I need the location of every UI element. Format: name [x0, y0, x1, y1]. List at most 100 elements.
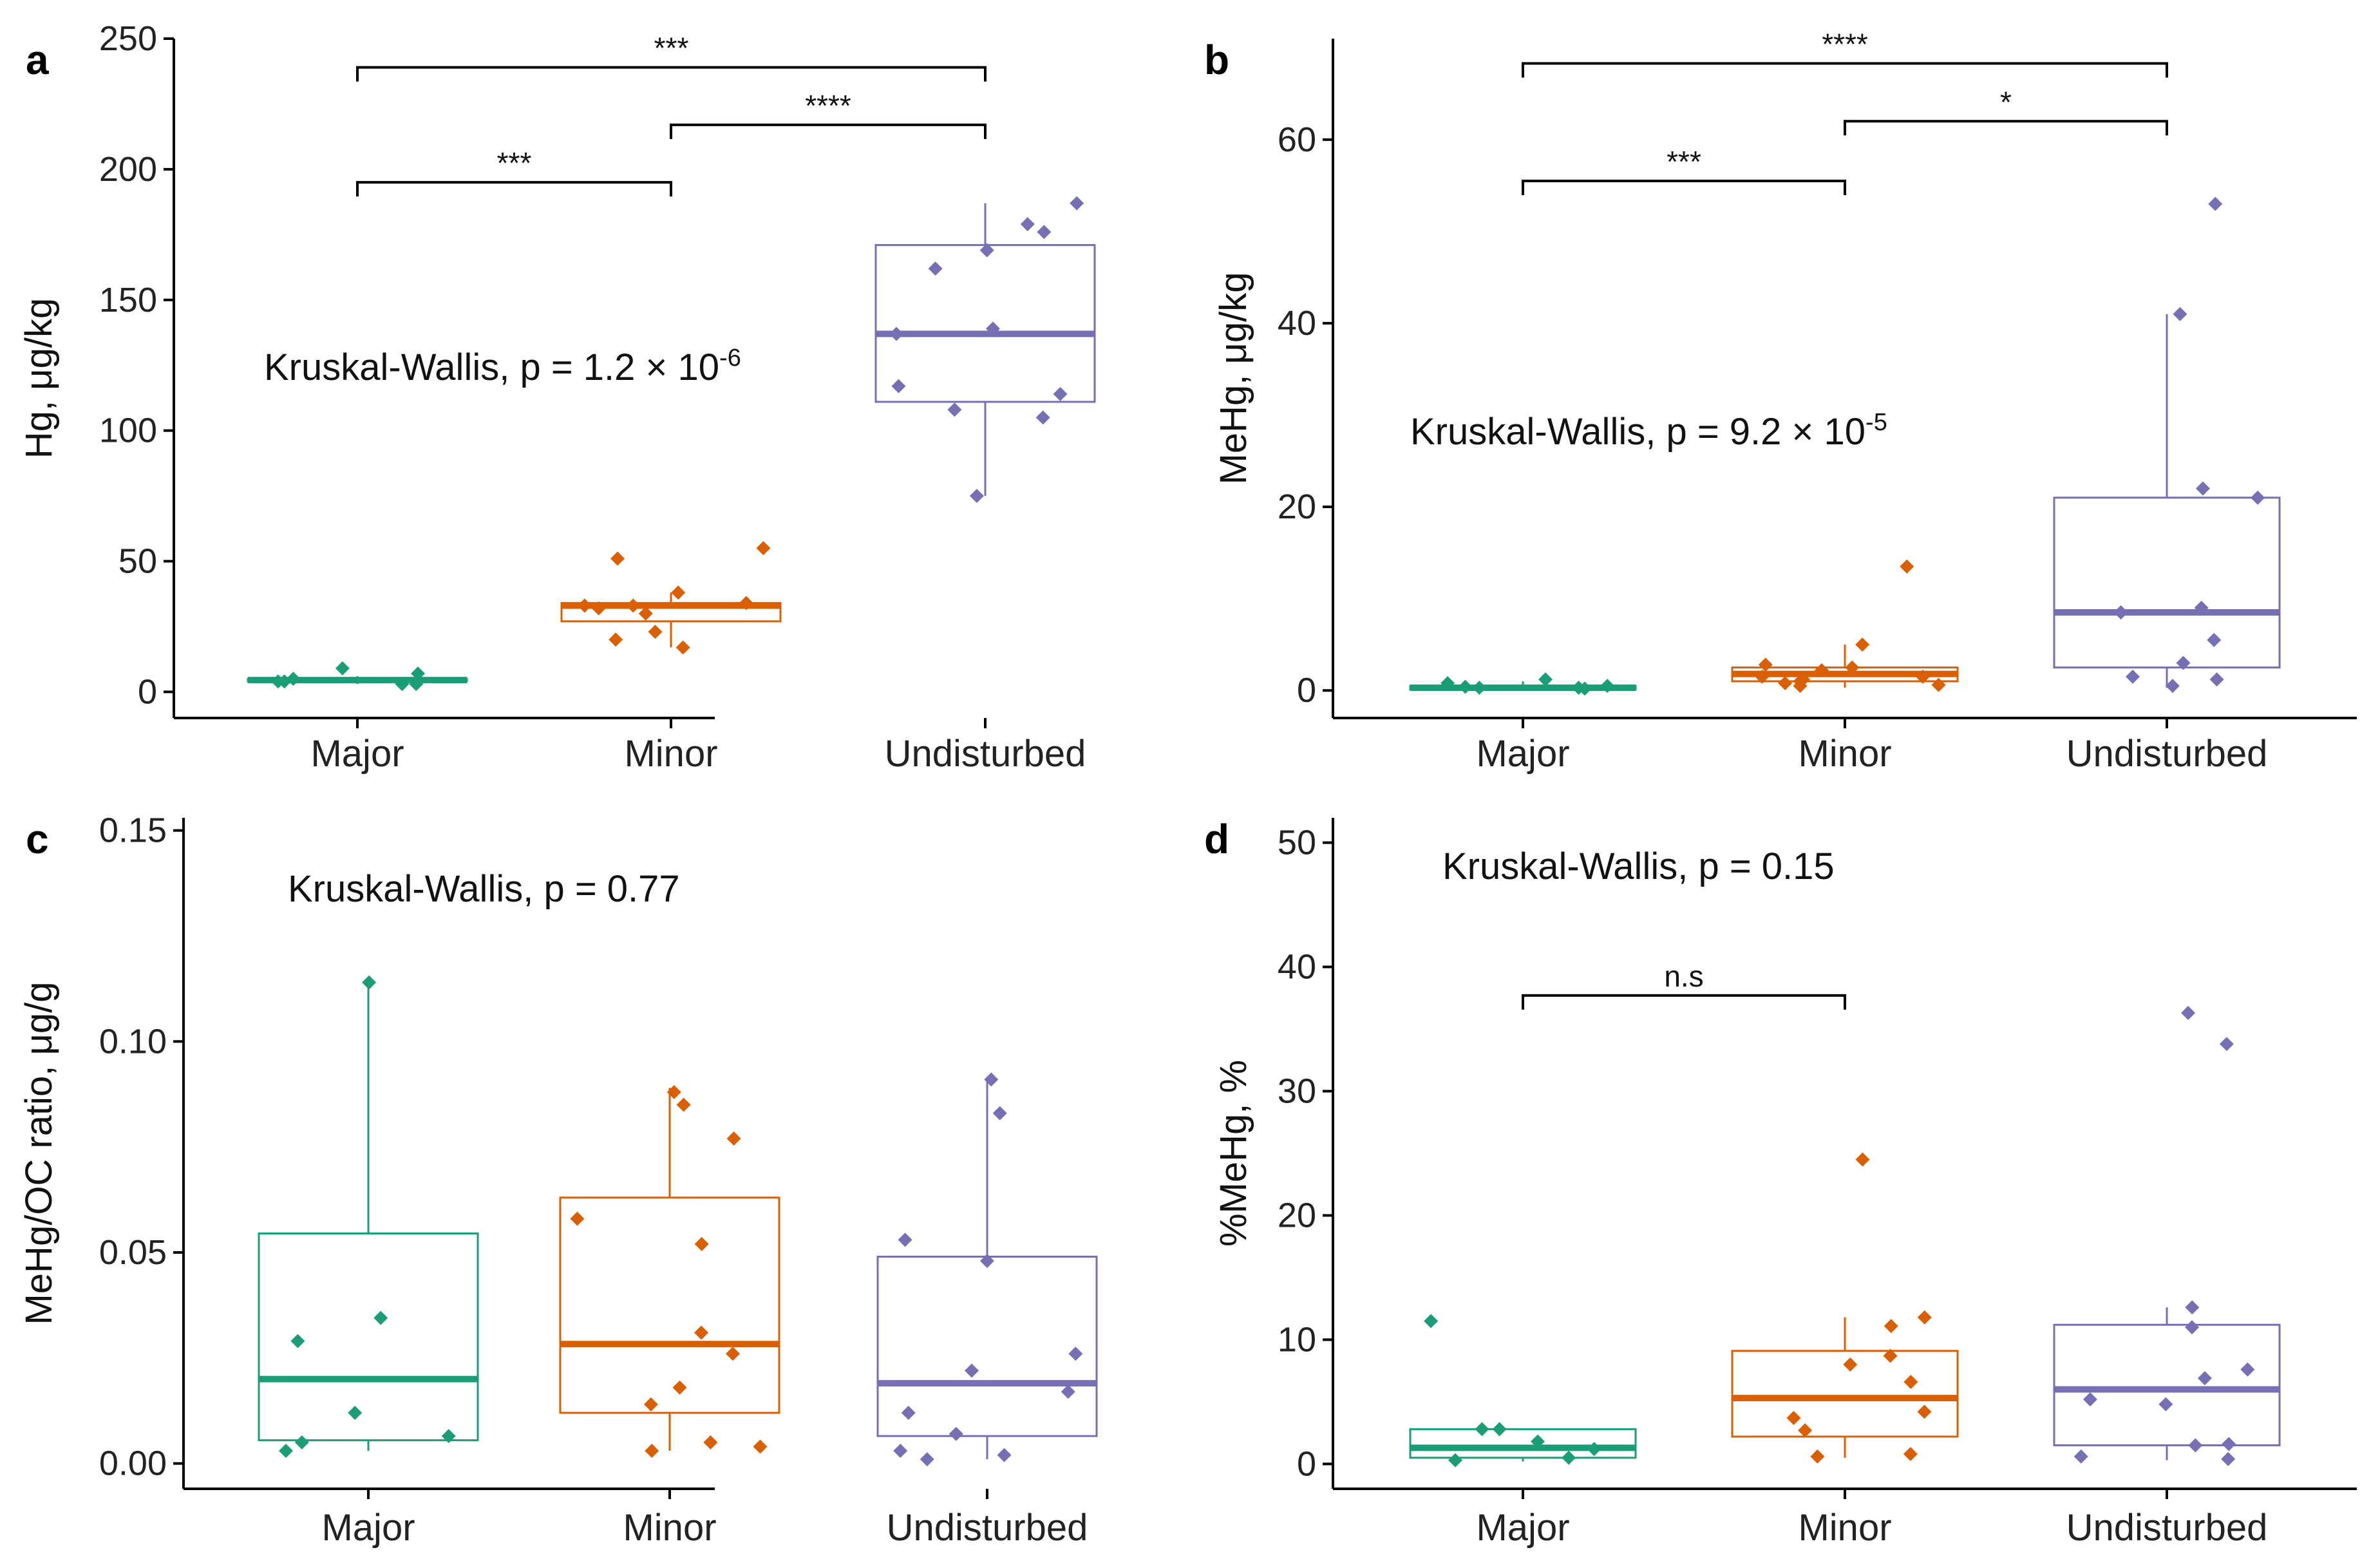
- data-point: [1538, 672, 1553, 687]
- data-point: [920, 1452, 934, 1467]
- data-point: [2082, 1392, 2097, 1407]
- box-minor: [1731, 1317, 1959, 1458]
- data-point: [2208, 196, 2223, 211]
- data-point: [1571, 680, 1586, 695]
- y-tick-label: 20: [1278, 1196, 1316, 1234]
- data-point: [675, 640, 690, 655]
- data-point: [1786, 1411, 1801, 1426]
- y-tick-label: 40: [1278, 304, 1316, 343]
- data-point: [2185, 1320, 2200, 1335]
- bracket-label: ***: [497, 146, 532, 180]
- data-point: [2194, 600, 2209, 615]
- data-point: [1798, 1423, 1813, 1438]
- data-point: [2176, 656, 2191, 670]
- data-point: [1843, 1357, 1858, 1372]
- box-iqr: [1409, 1428, 1637, 1459]
- data-point: [1035, 410, 1050, 425]
- y-tick-label: 40: [1278, 948, 1316, 987]
- data-point: [609, 632, 623, 647]
- data-point: [2158, 1397, 2173, 1412]
- kruskal-wallis-annotation: Kruskal-Wallis, p = 0.15: [1442, 845, 1835, 887]
- data-point: [348, 1406, 363, 1421]
- significance-bracket: ***: [356, 146, 672, 197]
- y-axis-title: Hg, μg/kg: [18, 298, 60, 458]
- data-point: [2165, 679, 2180, 694]
- data-point: [997, 1448, 1012, 1462]
- data-point: [1903, 1375, 1918, 1390]
- data-point: [294, 1435, 309, 1450]
- data-point: [1855, 1152, 1870, 1167]
- data-point: [362, 975, 377, 990]
- significance-bracket: ***: [1522, 145, 1846, 195]
- data-point: [1917, 1404, 1932, 1419]
- box-iqr: [874, 244, 1096, 403]
- data-point: [753, 1439, 768, 1454]
- data-point: [626, 598, 641, 613]
- y-tick-label: 0: [1297, 671, 1316, 710]
- data-point: [1070, 196, 1084, 211]
- significance-bracket: ***: [356, 32, 987, 82]
- data-point: [979, 1254, 994, 1269]
- panel-label: b: [1204, 37, 1229, 83]
- data-point: [1883, 1348, 1898, 1363]
- data-point: [2222, 1437, 2236, 1451]
- data-point: [2113, 605, 2128, 620]
- data-point: [1037, 225, 1052, 240]
- data-point: [1855, 637, 1870, 652]
- significance-bracket: *: [1844, 85, 2168, 136]
- data-point: [1778, 675, 1793, 690]
- data-point: [409, 677, 424, 692]
- x-tick-label-undisturbed: Undisturbed: [887, 1507, 1088, 1549]
- data-point: [1917, 1310, 1932, 1325]
- data-point: [373, 1310, 388, 1325]
- data-point: [577, 598, 592, 613]
- kruskal-wallis-annotation: Kruskal-Wallis, p = 0.77: [288, 868, 680, 910]
- data-point: [2073, 1449, 2088, 1464]
- data-point: [2221, 1451, 2236, 1466]
- data-point: [1448, 1453, 1463, 1468]
- data-point: [570, 1211, 585, 1226]
- data-point: [965, 1363, 979, 1378]
- panel-d: 0 10 20 30 40 50 Major Minor Undisturbed %MeHg, %…: [1204, 816, 2357, 1549]
- box-major: [258, 982, 479, 1451]
- bracket-label: *: [2000, 85, 2012, 118]
- data-point: [2209, 672, 2224, 687]
- panel-label: c: [26, 816, 49, 862]
- data-point: [1755, 669, 1770, 684]
- x-tick-label-undisturbed: Undisturbed: [2066, 733, 2268, 775]
- panel-label: d: [1204, 816, 1229, 862]
- y-tick-label: 0.00: [99, 1444, 167, 1483]
- data-point: [928, 261, 943, 276]
- bracket-label: ***: [654, 32, 689, 65]
- data-point: [1068, 1346, 1083, 1361]
- data-point: [1884, 1319, 1898, 1334]
- data-point: [2188, 1438, 2203, 1453]
- x-tick-label-minor: Minor: [624, 733, 717, 775]
- box-minor: [559, 1088, 780, 1451]
- data-point: [694, 1236, 709, 1251]
- bracket-line: [1522, 179, 1846, 195]
- data-point: [985, 321, 1000, 336]
- data-point: [638, 606, 653, 621]
- data-point: [2197, 1371, 2212, 1386]
- data-point: [591, 601, 606, 616]
- data-point: [666, 1084, 681, 1099]
- data-point: [898, 1233, 912, 1247]
- data-point: [2185, 1300, 2200, 1315]
- data-point: [1845, 660, 1860, 675]
- data-point: [1810, 1449, 1825, 1464]
- data-point: [739, 596, 753, 610]
- data-point: [1562, 1450, 1576, 1465]
- data-point: [1903, 1446, 1918, 1461]
- y-tick-label: 10: [1278, 1320, 1316, 1359]
- y-tick-label: 0: [138, 672, 157, 711]
- y-tick-label: 60: [1278, 120, 1316, 159]
- data-point: [901, 1406, 916, 1421]
- data-point: [947, 402, 962, 417]
- y-axis-title: %MeHg, %: [1213, 1060, 1254, 1247]
- significance-bracket: n.s: [1522, 959, 1846, 1010]
- data-point: [2195, 481, 2210, 496]
- data-point: [2173, 307, 2187, 321]
- y-tick-label: 150: [99, 281, 157, 319]
- bracket-label: n.s: [1664, 959, 1703, 993]
